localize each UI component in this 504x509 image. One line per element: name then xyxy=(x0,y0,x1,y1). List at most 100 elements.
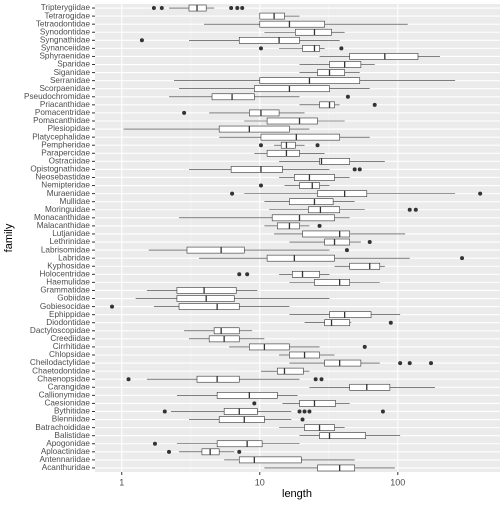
box xyxy=(294,174,335,181)
outlier xyxy=(245,272,250,277)
outlier xyxy=(300,417,305,422)
box xyxy=(254,85,330,93)
y-tick-label: Tetrarogidae xyxy=(44,11,90,20)
y-tick-label: Chlopsidae xyxy=(49,350,90,359)
outlier xyxy=(139,38,144,43)
box xyxy=(266,149,300,157)
y-tick-label: Carangidae xyxy=(48,382,91,391)
y-tick-label: Pomacanthidae xyxy=(33,116,90,125)
outlier xyxy=(317,223,322,228)
outlier xyxy=(372,102,377,107)
outlier xyxy=(229,6,234,11)
y-axis-label: family xyxy=(3,223,15,252)
outlier xyxy=(258,183,263,188)
y-tick-label: Serranidae xyxy=(50,76,91,85)
outlier xyxy=(345,94,350,99)
y-tick-label: Siganidae xyxy=(54,68,91,77)
box xyxy=(249,109,280,117)
y-tick-label: Batrachoididae xyxy=(35,423,90,432)
box xyxy=(319,432,366,440)
outlier xyxy=(237,449,242,454)
box xyxy=(260,133,340,141)
box xyxy=(324,238,350,246)
y-tick-label: Bythitidae xyxy=(54,407,90,416)
y-tick-label: Holocentridae xyxy=(39,269,90,278)
y-tick-label: Dactyloscopidae xyxy=(30,326,91,335)
outlier xyxy=(252,401,257,406)
outlier xyxy=(357,167,362,172)
panel xyxy=(95,4,500,472)
box xyxy=(249,343,290,351)
box xyxy=(324,319,350,327)
box xyxy=(211,93,255,101)
outlier xyxy=(429,361,434,366)
y-tick-label: Sparidae xyxy=(57,60,90,69)
y-tick-label: Apogonidae xyxy=(46,439,90,448)
box xyxy=(186,246,245,254)
box xyxy=(349,383,391,391)
y-tick-label: Nemipteridae xyxy=(41,181,90,190)
y-tick-label: Labridae xyxy=(58,253,90,262)
outlier xyxy=(352,167,357,172)
y-tick-label: Aploactinidae xyxy=(41,447,91,456)
y-tick-label: Gobiesocidae xyxy=(40,302,91,311)
box xyxy=(218,416,265,423)
y-tick-label: Tripterygiidae xyxy=(41,3,91,12)
marks xyxy=(110,4,483,472)
outlier xyxy=(182,110,187,115)
y-tick-label: Syngnathidae xyxy=(40,35,91,44)
box xyxy=(349,262,381,270)
outlier xyxy=(162,409,167,414)
outlier xyxy=(313,377,318,382)
box xyxy=(289,198,334,206)
outlier xyxy=(167,449,172,454)
outlier xyxy=(237,272,242,277)
box xyxy=(218,125,290,133)
outlier xyxy=(407,207,412,212)
box xyxy=(216,392,278,399)
box xyxy=(349,53,419,60)
box xyxy=(271,214,335,222)
outlier xyxy=(258,46,263,51)
x-axis-label: length xyxy=(282,488,312,500)
y-tick-label: Grammatidae xyxy=(40,286,90,295)
y-tick-label: Kyphosidae xyxy=(47,261,90,270)
y-tick-label: Acanthuridae xyxy=(42,463,91,472)
outlier xyxy=(152,441,157,446)
box xyxy=(299,400,336,407)
box xyxy=(259,20,325,28)
y-tick-label: Cirrhitidae xyxy=(53,342,91,351)
y-tick-label: Labrisomidae xyxy=(41,245,91,254)
box xyxy=(299,182,320,189)
outlier xyxy=(240,6,245,11)
y-tick-label: Tetraodontidae xyxy=(36,19,91,28)
y-tick-label: Ephippidae xyxy=(49,310,90,319)
box xyxy=(291,270,320,278)
y-tick-label: Lethrinidae xyxy=(49,237,90,246)
outlier xyxy=(398,361,403,366)
box xyxy=(295,28,332,36)
y-tick-label: Pempheridae xyxy=(41,140,90,149)
outlier xyxy=(460,256,465,261)
y-tick-label: Chaenopsidae xyxy=(37,374,90,383)
box xyxy=(308,206,340,214)
box xyxy=(324,359,362,367)
y-tick-label: Parapercidae xyxy=(41,148,90,157)
y-tick-label: Platycephalidae xyxy=(32,132,90,141)
box xyxy=(317,464,355,472)
y-tick-label: Diodontidae xyxy=(46,318,90,327)
box xyxy=(319,101,335,109)
box xyxy=(196,375,240,383)
y-tick-label: Blenniidae xyxy=(52,415,91,424)
outlier xyxy=(319,377,324,382)
outlier xyxy=(388,320,393,325)
y-tick-label: Creediidae xyxy=(50,334,90,343)
box xyxy=(238,456,302,464)
y-tick-label: Pseudochromidae xyxy=(24,92,90,101)
box xyxy=(259,12,285,20)
y-tick-label: Chaetodontidae xyxy=(32,366,90,375)
outlier xyxy=(297,409,302,414)
box xyxy=(317,69,345,76)
y-tick-label: Callionymidae xyxy=(39,391,91,400)
box xyxy=(216,440,263,448)
